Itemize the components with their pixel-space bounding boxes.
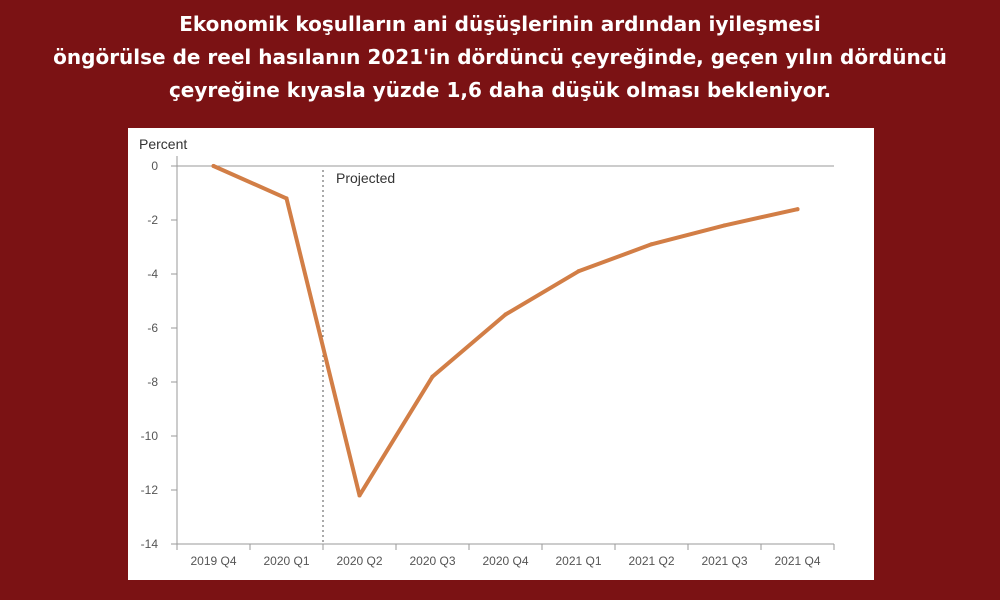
data-point (430, 374, 435, 379)
headline-line-1: Ekonomik koşulların ani düşüşlerinin ard… (179, 12, 821, 36)
x-tick-label: 2021 Q1 (555, 554, 601, 568)
data-point (503, 312, 508, 317)
chart-panel: Percent Projected 0 -2 -4 -6 -8 -10 -12 -14 201… (128, 128, 874, 580)
line-chart: Percent Projected 0 -2 -4 -6 -8 -10 -12 -14 201… (139, 136, 835, 568)
x-axis: 2019 Q4 2020 Q1 2020 Q2 2020 Q3 2020 Q4 2021 … (176, 543, 835, 568)
x-tick-label: 2019 Q4 (190, 554, 236, 568)
headline: Ekonomik koşulların ani düşüşlerinin ard… (0, 8, 1000, 107)
data-point (211, 164, 216, 168)
y-tick-label: -6 (147, 321, 158, 335)
data-point (722, 223, 727, 228)
x-tick-label: 2020 Q2 (336, 554, 382, 568)
y-axis-title: Percent (139, 136, 187, 152)
projected-annotation: Projected (336, 170, 395, 186)
y-tick-label: -10 (141, 429, 159, 443)
x-tick-label: 2020 Q3 (409, 554, 455, 568)
x-tick-label: 2020 Q4 (482, 554, 528, 568)
x-tick-label: 2021 Q2 (628, 554, 674, 568)
y-axis: 0 -2 -4 -6 -8 -10 -12 -14 (141, 156, 834, 551)
y-tick-label: -8 (147, 375, 158, 389)
y-tick-label: -4 (147, 267, 158, 281)
data-point (576, 269, 581, 274)
y-tick-label: -2 (147, 213, 158, 227)
data-point (649, 242, 654, 247)
x-tick-label: 2021 Q4 (774, 554, 820, 568)
data-point (357, 493, 362, 498)
headline-line-3: çeyreğine kıyasla yüzde 1,6 daha düşük o… (168, 78, 832, 102)
y-tick-label: 0 (151, 159, 158, 173)
x-tick-label: 2021 Q3 (701, 554, 747, 568)
data-point (284, 196, 289, 201)
data-point (795, 207, 800, 212)
series-group (211, 164, 800, 498)
headline-line-2: öngörülse de reel hasılanın 2021'in dörd… (53, 45, 947, 69)
y-tick-label: -12 (141, 483, 159, 497)
y-tick-label: -14 (141, 537, 159, 551)
series-line (211, 164, 800, 498)
x-tick-label: 2020 Q1 (263, 554, 309, 568)
